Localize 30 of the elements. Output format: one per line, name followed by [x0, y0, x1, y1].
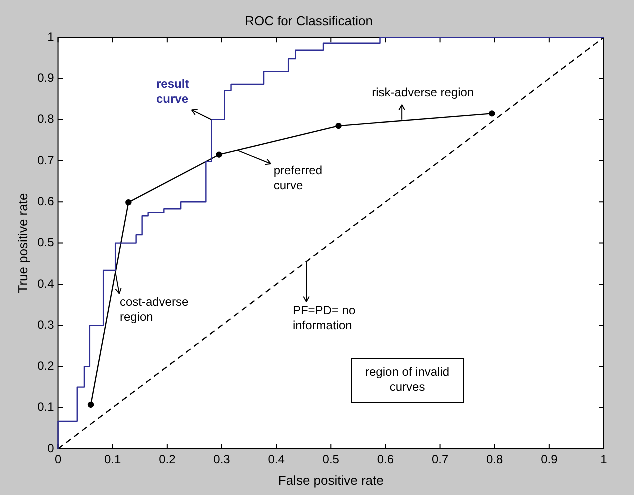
x-tick-label: 0.8: [486, 452, 504, 467]
x-tick-label: 0.9: [541, 452, 558, 467]
y-tick-label: 0.1: [38, 400, 55, 414]
x-tick-label: 0.1: [104, 452, 122, 467]
y-tick-label: 0.5: [38, 236, 55, 250]
y-tick-label: 0.7: [38, 153, 55, 168]
annotation: cost-adverse region: [120, 295, 189, 324]
y-tick-label: 0.2: [38, 359, 55, 374]
annotation: region of invalid curves: [366, 365, 450, 394]
x-tick-label: 1: [600, 452, 608, 467]
x-axis-title: False positive rate: [278, 472, 384, 488]
y-tick-label: 0.9: [38, 71, 55, 86]
y-tick-label: 1: [48, 30, 55, 44]
annotation: preferred curve: [274, 163, 323, 192]
y-axis-title: True positive rate: [15, 193, 30, 294]
chart-title: ROC for Classification: [245, 13, 373, 28]
y-tick-label: 0.6: [38, 194, 55, 208]
x-tick-label: 0.5: [322, 452, 340, 467]
y-tick-label: 0.8: [38, 112, 55, 126]
y-tick-label: 0.4: [38, 276, 55, 291]
y-tick-label: 0.3: [38, 318, 55, 332]
x-tick-label: 0.6: [377, 452, 394, 467]
annotation: PF=PD= no information: [292, 303, 356, 332]
x-tick-label: 0.7: [432, 452, 449, 467]
y-tick-label: 0: [48, 441, 55, 456]
x-tick-label: 0.3: [214, 452, 231, 467]
annotation: result curve: [156, 77, 190, 106]
x-tick-label: 0.4: [268, 452, 286, 467]
annotation: risk-adverse region: [372, 85, 474, 100]
x-tick-label: 0.2: [159, 452, 176, 467]
